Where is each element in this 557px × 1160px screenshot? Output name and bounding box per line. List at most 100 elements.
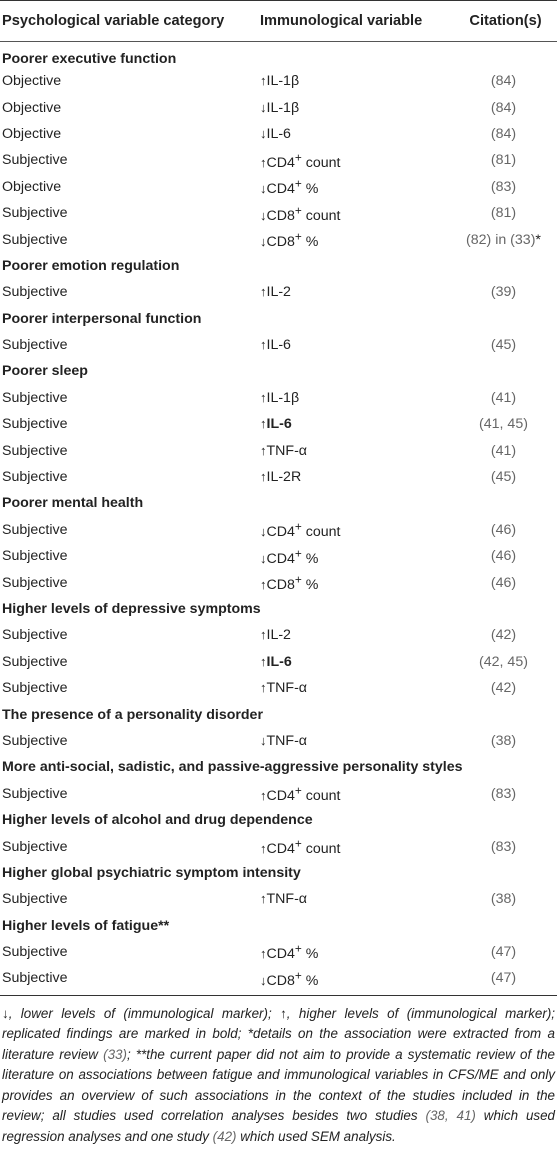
measure-type: Subjective <box>2 627 68 644</box>
category-title: Higher levels of depressive symptoms <box>2 601 261 617</box>
citation-cell: (38) <box>448 728 557 754</box>
immuno-variable: ↑IL-2 <box>258 622 448 648</box>
immuno-variable-text: ↑TNF-α <box>260 680 307 696</box>
immuno-variable: ↑CD4+ count <box>258 833 448 859</box>
header-citations: Citation(s) <box>448 0 557 42</box>
marker-name: CD4 <box>266 946 295 963</box>
measure-type: Subjective <box>2 653 68 670</box>
citation-link[interactable]: (42, 45) <box>479 653 528 670</box>
marker-name: IL-6 <box>266 416 292 433</box>
marker-suffix: % <box>301 946 319 963</box>
citation-link[interactable]: (47) <box>490 944 517 961</box>
immuno-variable: ↑IL-1β <box>258 385 448 411</box>
footnote-citation-link[interactable]: (42) <box>212 1128 237 1144</box>
measure-type: Subjective <box>2 838 68 855</box>
citation-link[interactable]: (84) <box>490 125 517 142</box>
marker-suffix: % <box>301 181 319 198</box>
marker-name: IL-6 <box>266 125 291 142</box>
citation-link[interactable]: (83) <box>490 785 517 802</box>
category-title: Poorer executive function <box>2 51 177 67</box>
citation-link[interactable]: (46) <box>490 521 517 538</box>
measure-type: Subjective <box>0 965 258 996</box>
immuno-variable-text: ↑CD8+ % <box>260 572 318 593</box>
marker-superscript: + <box>294 519 302 534</box>
immuno-variable: ↓CD8+ % <box>258 226 448 252</box>
table-row: Subjective ↑CD8+ % (46) <box>0 569 557 595</box>
citation-link[interactable]: (83) <box>490 838 517 855</box>
footnote-text: ↓, lower levels of (immunological marker… <box>2 1005 555 1062</box>
citation-link[interactable]: (38) <box>490 732 517 749</box>
immuno-variable-text: ↑TNF-α <box>260 443 307 459</box>
citation-link[interactable]: (38) <box>490 891 517 908</box>
table-row: Subjective ↑IL-6 (41, 45) <box>0 411 557 437</box>
table-row: Subjective ↓CD4+ % (46) <box>0 543 557 569</box>
citation-link[interactable]: (41, 45) <box>479 416 528 433</box>
measure-type: Subjective <box>2 574 68 591</box>
citation-cell: (45) <box>448 464 557 490</box>
table-body: Poorer executive function Objective ↑IL-1β… <box>0 42 557 996</box>
citation-cell: (83) <box>448 174 557 200</box>
citation-cell: (83) <box>448 781 557 807</box>
citation-link[interactable]: (46) <box>490 548 517 565</box>
citation-link[interactable]: (82) in (33) <box>466 231 536 248</box>
citation-link[interactable]: (84) <box>490 99 517 116</box>
marker-name: CD8 <box>266 576 295 593</box>
category-row: Poorer sleep <box>0 358 557 384</box>
immuno-variable: ↓CD8+ % <box>258 965 448 996</box>
immuno-variable-text: ↓CD4+ % <box>260 546 318 567</box>
immuno-variable: ↑TNF-α <box>258 675 448 701</box>
marker-name: CD4 <box>266 524 295 541</box>
arrow-up-icon: ↑ <box>260 576 267 592</box>
footnote-citation-link[interactable]: (38, 41) <box>425 1108 476 1124</box>
marker-name: TNF-α <box>266 680 308 697</box>
measure-type: Subjective <box>2 284 68 301</box>
citation-link[interactable]: (39) <box>490 284 517 301</box>
arrow-up-icon: ↑ <box>260 73 267 89</box>
citation-link[interactable]: (45) <box>490 469 517 486</box>
citation-link[interactable]: (47) <box>490 970 517 987</box>
arrow-up-icon: ↑ <box>260 337 267 353</box>
arrow-up-icon: ↑ <box>260 680 267 696</box>
measure-type: Subjective <box>2 152 68 169</box>
immuno-variable-text: ↓CD8+ count <box>260 203 340 224</box>
marker-name: CD4 <box>266 550 295 567</box>
category-row: Poorer executive function <box>0 42 557 69</box>
citation-link[interactable]: (84) <box>490 73 517 90</box>
citation-marker: * <box>535 231 541 248</box>
marker-suffix: count <box>301 788 341 805</box>
category-row: Higher levels of depressive symptoms <box>0 596 557 622</box>
immuno-variable: ↑CD8+ % <box>258 569 448 595</box>
citation-link[interactable]: (42) <box>490 680 517 697</box>
citation-link[interactable]: (46) <box>490 574 517 591</box>
measure-type: Subjective <box>2 944 68 961</box>
immuno-variable-text: ↑CD4+ count <box>260 150 340 171</box>
citation-link[interactable]: (41) <box>490 389 517 406</box>
arrow-up-icon: ↑ <box>260 284 267 300</box>
arrow-up-icon: ↑ <box>260 469 267 485</box>
citation-link[interactable]: (83) <box>490 178 517 195</box>
marker-suffix: count <box>301 524 341 541</box>
citation-link[interactable]: (81) <box>490 152 517 169</box>
marker-name: CD8 <box>266 972 295 989</box>
citation-link[interactable]: (42) <box>490 627 517 644</box>
table-row: Subjective ↓CD8+ count (81) <box>0 200 557 226</box>
citation-link[interactable]: (41) <box>490 442 517 459</box>
table-row: Subjective ↑TNF-α (38) <box>0 886 557 912</box>
immuno-variable: ↑IL-6 <box>258 332 448 358</box>
footnote-citation-link[interactable]: (33) <box>103 1046 127 1062</box>
marker-name: TNF-α <box>266 891 308 908</box>
immuno-variable-text: ↑IL-1β <box>260 390 299 406</box>
immuno-variable-text: ↓TNF-α <box>260 733 307 749</box>
arrow-up-icon: ↑ <box>260 416 267 432</box>
table-row: Subjective ↑IL-6 (45) <box>0 332 557 358</box>
immuno-variable: ↑CD4+ % <box>258 939 448 965</box>
immuno-variable-text: ↓IL-1β <box>260 100 299 116</box>
citation-cell: (83) <box>448 833 557 859</box>
citation-cell: (46) <box>448 543 557 569</box>
immuno-variable: ↑TNF-α <box>258 437 448 463</box>
citation-link[interactable]: (81) <box>490 205 517 222</box>
marker-name: CD4 <box>266 788 295 805</box>
citation-link[interactable]: (45) <box>490 337 517 354</box>
category-title: Poorer sleep <box>2 363 88 380</box>
marker-name: IL-2 <box>266 627 291 644</box>
